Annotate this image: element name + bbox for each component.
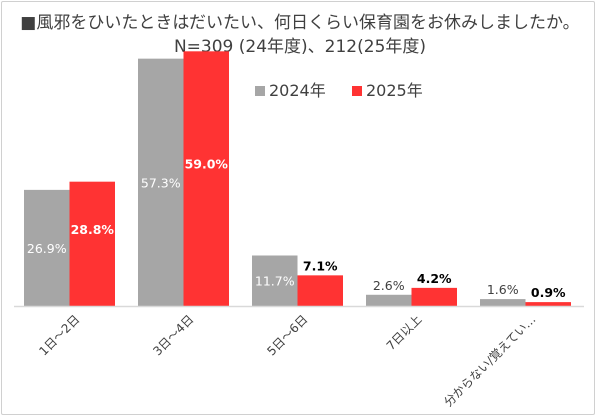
x-tick-label-4: 7日以上 (384, 312, 425, 353)
data-label-2025-5: 0.9% (531, 285, 566, 300)
data-label-2024-4: 2.6% (373, 278, 405, 293)
bar-2025-2 (183, 51, 229, 306)
bar-2025-1 (69, 181, 115, 306)
data-label-2025-1: 28.8% (71, 222, 115, 237)
data-label-2024-1: 26.9% (27, 241, 67, 256)
bar-2024-1 (24, 189, 70, 306)
bar-2024-5 (480, 299, 526, 306)
bar-2025-3 (297, 275, 343, 306)
legend: 2024年 2025年 (255, 81, 423, 100)
legend-swatch-2025 (352, 86, 362, 96)
x-tick-label-3: 5日～6日 (264, 312, 310, 358)
bar-2025-4 (411, 287, 457, 306)
x-tick-label-1: 1日～2日 (36, 312, 82, 358)
data-label-2024-2: 57.3% (141, 175, 181, 190)
data-label-2025-3: 7.1% (303, 258, 338, 273)
x-tick-label-2: 3日～4日 (150, 312, 196, 358)
chart-subtitle: N=309 (24年度)、212(25年度) (173, 37, 427, 57)
data-label-2025-4: 4.2% (417, 271, 452, 286)
data-label-2025-2: 59.0% (185, 157, 229, 172)
data-label-2024-3: 11.7% (255, 274, 295, 289)
x-tick-label-5: 分からない/覚えてい… (441, 312, 538, 409)
bar-2024-3 (252, 255, 298, 306)
bar-2024-4 (366, 294, 412, 306)
legend-label-2024: 2024年 (269, 81, 326, 100)
legend-label-2025: 2025年 (366, 81, 423, 100)
bar-2025-5 (525, 302, 571, 306)
chart-title: ■風邪をひいたときはだいたい、何日くらい保育園をお休みしましたか。 (20, 13, 580, 33)
data-label-2024-5: 1.6% (487, 282, 519, 297)
bar-2024-2 (138, 58, 184, 306)
legend-swatch-2024 (255, 86, 265, 96)
